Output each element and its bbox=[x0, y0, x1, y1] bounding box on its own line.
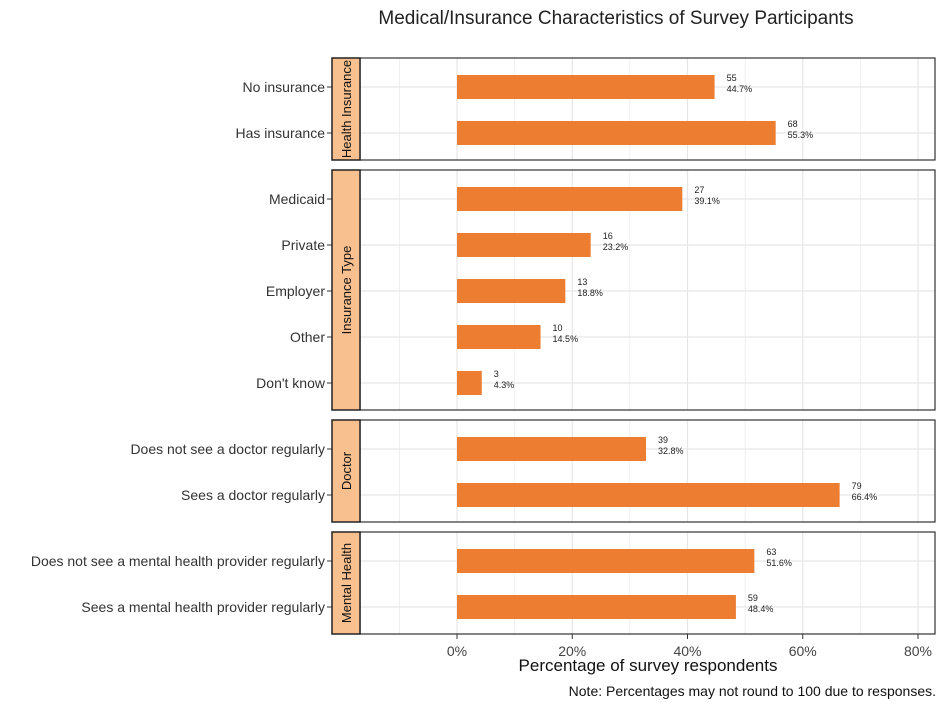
panel-strip-label: Health Insurance bbox=[339, 60, 354, 158]
chart-note: Note: Percentages may not round to 100 d… bbox=[569, 683, 936, 699]
bar-percent-label: 51.6% bbox=[766, 558, 792, 568]
panel-strip bbox=[331, 531, 361, 635]
bar-count-label: 3 bbox=[494, 369, 499, 379]
bar-count-label: 27 bbox=[694, 185, 704, 195]
bar-count-label: 10 bbox=[553, 323, 563, 333]
bar-percent-label: 14.5% bbox=[553, 334, 579, 344]
bar bbox=[457, 437, 647, 461]
category-label: Sees a doctor regularly bbox=[181, 487, 325, 503]
bar-percent-label: 18.8% bbox=[577, 288, 603, 298]
panel-strip bbox=[331, 57, 361, 161]
bar bbox=[457, 187, 683, 211]
bar bbox=[457, 233, 591, 257]
panel-strip bbox=[331, 419, 361, 523]
bar bbox=[457, 121, 776, 145]
bar bbox=[457, 483, 840, 507]
panel-strip bbox=[331, 169, 361, 411]
bar-percent-label: 66.4% bbox=[852, 492, 878, 502]
bar-percent-label: 32.8% bbox=[658, 446, 684, 456]
x-tick-label: 20% bbox=[558, 643, 586, 659]
panel-strip-label: Doctor bbox=[339, 451, 354, 490]
bar bbox=[457, 371, 482, 395]
bar-percent-label: 39.1% bbox=[694, 196, 720, 206]
bar bbox=[457, 325, 541, 349]
bar-percent-label: 48.4% bbox=[748, 604, 774, 614]
panel-strip-label: Mental Health bbox=[339, 543, 354, 623]
category-label: Don't know bbox=[256, 375, 326, 391]
x-tick-label: 60% bbox=[789, 643, 817, 659]
bar-count-label: 13 bbox=[577, 277, 587, 287]
category-label: Does not see a doctor regularly bbox=[130, 441, 325, 457]
x-tick-label: 0% bbox=[447, 643, 467, 659]
x-axis-label: Percentage of survey respondents bbox=[519, 656, 778, 675]
category-label: Employer bbox=[266, 283, 325, 299]
bar-percent-label: 4.3% bbox=[494, 380, 515, 390]
category-label: Medicaid bbox=[269, 191, 325, 207]
category-label: Sees a mental health provider regularly bbox=[81, 599, 325, 615]
bar-count-label: 39 bbox=[658, 435, 668, 445]
bar-count-label: 68 bbox=[788, 119, 798, 129]
bar-count-label: 16 bbox=[603, 231, 613, 241]
bar bbox=[457, 595, 736, 619]
panel-strip-label: Insurance Type bbox=[339, 246, 354, 335]
x-tick-label: 80% bbox=[904, 643, 932, 659]
category-label: No insurance bbox=[243, 79, 326, 95]
category-label: Has insurance bbox=[236, 125, 326, 141]
bar-count-label: 79 bbox=[852, 481, 862, 491]
bar bbox=[457, 549, 755, 573]
bar-count-label: 59 bbox=[748, 593, 758, 603]
x-tick-label: 40% bbox=[673, 643, 701, 659]
bar-percent-label: 55.3% bbox=[788, 130, 814, 140]
bar-percent-label: 23.2% bbox=[603, 242, 629, 252]
bar bbox=[457, 75, 715, 99]
chart-title: Medical/Insurance Characteristics of Sur… bbox=[378, 8, 853, 29]
category-label: Private bbox=[281, 237, 325, 253]
bar-percent-label: 44.7% bbox=[727, 84, 753, 94]
bar-count-label: 55 bbox=[727, 73, 737, 83]
category-label: Does not see a mental health provider re… bbox=[31, 553, 325, 569]
bar bbox=[457, 279, 566, 303]
category-label: Other bbox=[290, 329, 325, 345]
bar-count-label: 63 bbox=[766, 547, 776, 557]
